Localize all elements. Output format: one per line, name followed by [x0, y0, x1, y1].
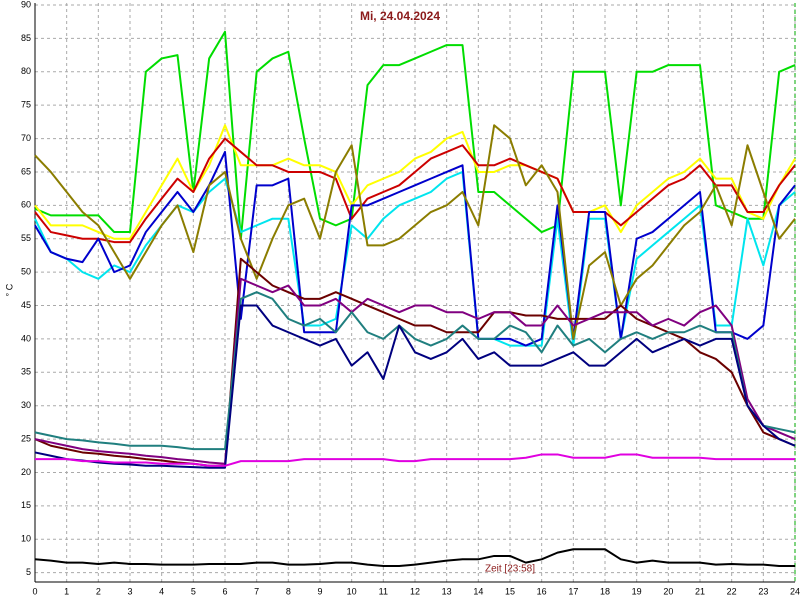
x-tick-label: 11	[379, 586, 388, 596]
series-line	[34, 30, 796, 240]
x-tick-label: 22	[727, 586, 737, 596]
y-tick-label: 80	[21, 66, 31, 76]
y-tick-label: 15	[21, 500, 31, 510]
y-tick-label: 45	[21, 300, 31, 310]
series-line	[34, 548, 795, 567]
x-tick-label: 6	[222, 586, 227, 596]
y-tick-label: 40	[21, 333, 31, 343]
x-tick-label: 10	[347, 586, 357, 596]
series-line	[34, 277, 796, 465]
x-tick-label: 5	[191, 586, 196, 596]
series-line	[35, 453, 795, 467]
y-tick-label: 50	[21, 267, 31, 277]
x-tick-label: 13	[442, 586, 452, 596]
x-tick-label: 21	[695, 586, 705, 596]
series-line	[34, 150, 796, 347]
x-tick-label: 14	[473, 586, 483, 596]
y-tick-label: 10	[21, 534, 31, 544]
x-tick-label: 20	[663, 586, 673, 596]
y-tick-label: 55	[21, 233, 31, 243]
x-tick-label: 24	[790, 586, 800, 596]
series-line	[34, 291, 796, 451]
y-axis-label: ° C	[4, 283, 14, 296]
x-tick-label: 12	[410, 586, 420, 596]
y-tick-label: 70	[21, 133, 31, 143]
y-tick-label: 25	[21, 433, 31, 443]
y-tick-label: 90	[21, 0, 31, 9]
x-tick-label: 23	[758, 586, 768, 596]
x-tick-label: 9	[317, 586, 322, 596]
y-tick-label: 85	[21, 33, 31, 43]
y-tick-label: 20	[21, 467, 31, 477]
x-tick-label: 2	[96, 586, 101, 596]
x-tick-label: 3	[127, 586, 132, 596]
chart-title: Mi, 24.04.2024	[360, 9, 440, 23]
x-tick-label: 19	[632, 586, 642, 596]
series-line	[34, 137, 796, 244]
x-tick-label: 18	[600, 586, 610, 596]
annotation: Zeit [23:58]	[485, 564, 535, 575]
x-tick-label: 8	[286, 586, 291, 596]
y-tick-label: 5	[26, 567, 31, 577]
y-tick-label: 30	[21, 400, 31, 410]
y-tick-label: 35	[21, 367, 31, 377]
x-tick-label: 16	[537, 586, 547, 596]
x-tick-label: 0	[32, 586, 37, 596]
x-tick-label: 17	[568, 586, 578, 596]
x-tick-label: 7	[254, 586, 259, 596]
y-tick-label: 75	[21, 100, 31, 110]
series-line	[34, 304, 796, 469]
series-line	[34, 124, 796, 240]
y-tick-label: 60	[21, 200, 31, 210]
series-line	[34, 124, 796, 340]
x-tick-label: 1	[64, 586, 69, 596]
x-tick-label: 4	[159, 586, 164, 596]
x-tick-label: 15	[505, 586, 515, 596]
y-tick-label: 65	[21, 166, 31, 176]
